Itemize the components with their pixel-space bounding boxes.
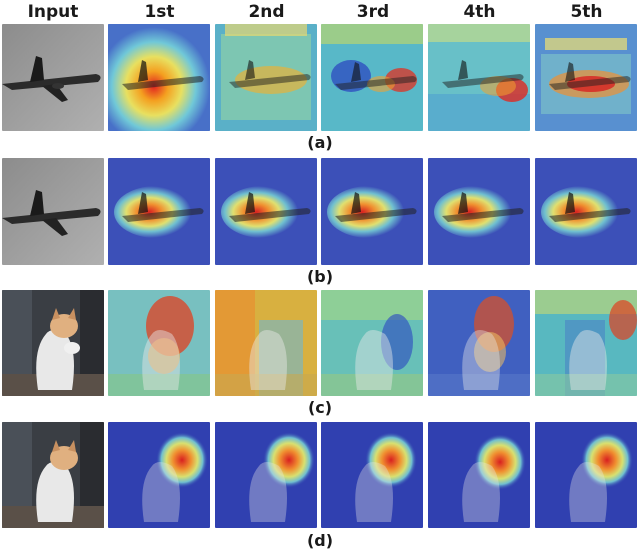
caption-b: (b) [306,267,334,286]
heatmap-c-1st [108,290,210,396]
heatmap-a-4th [428,24,530,131]
heatmap-b-4th [428,158,530,265]
input-image-airplane [2,158,104,265]
heatmap-b-5th [535,158,637,265]
input-image-airplane [2,24,104,131]
heatmap-d-2nd [215,422,317,528]
heatmap-d-3rd [321,422,423,528]
row-c [0,290,640,396]
heatmap-a-3rd [321,24,423,131]
column-title-1st: 1st [144,2,175,22]
caption-c: (c) [307,398,333,417]
heatmap-c-4th [428,290,530,396]
row-a [0,24,640,131]
heatmap-a-5th [535,24,637,131]
column-title-2nd: 2nd [248,2,285,22]
column-title-3rd: 3rd [356,2,390,22]
column-title-input: Input [27,2,79,22]
input-image-cat [2,290,104,396]
heatmap-a-2nd [215,24,317,131]
heatmap-d-4th [428,422,530,528]
row-b [0,158,640,265]
column-title-4th: 4th [463,2,496,22]
caption-a: (a) [307,133,333,152]
heatmap-b-3rd [321,158,423,265]
heatmap-b-2nd [215,158,317,265]
input-image-cat [2,422,104,528]
heatmap-b-1st [108,158,210,265]
row-d [0,422,640,528]
heatmap-a-1st [108,24,210,131]
heatmap-d-1st [108,422,210,528]
heatmap-c-2nd [215,290,317,396]
column-header: Input 1st 2nd 3rd 4th 5th [0,0,640,24]
heatmap-c-3rd [321,290,423,396]
heatmap-d-5th [535,422,637,528]
heatmap-c-5th [535,290,637,396]
caption-d: (d) [306,531,334,550]
column-title-5th: 5th [570,2,603,22]
